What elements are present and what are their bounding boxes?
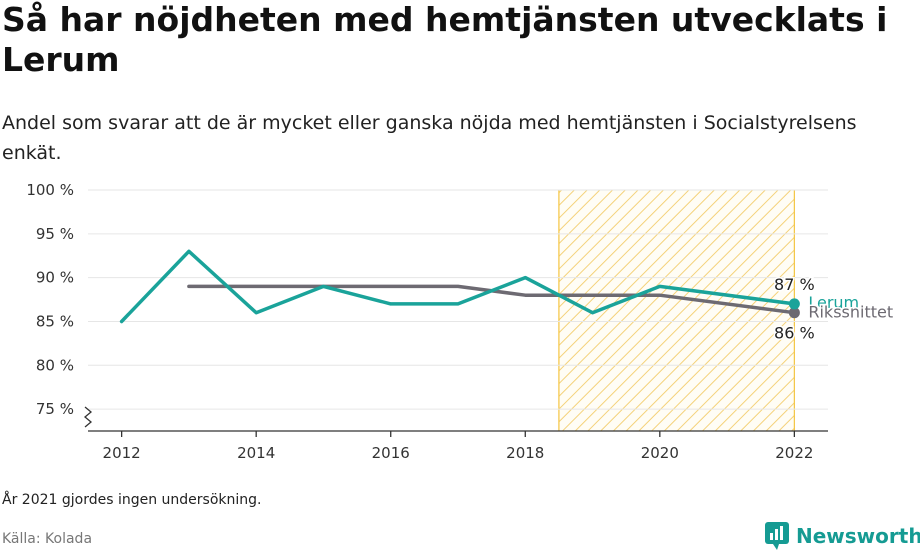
x-tick-label: 2014 — [237, 444, 275, 462]
y-tick-label: 100 % — [26, 181, 74, 199]
value-label-lerum: 87 % — [774, 275, 815, 294]
x-tick-label: 2012 — [103, 444, 141, 462]
line-chart: 75 % 80 % 85 % 90 % 95 % 100 % 2012 2014 2016 20… — [26, 181, 894, 462]
footnote: År 2021 gjordes ingen undersökning. — [2, 492, 262, 508]
newsworthy-logo-icon — [765, 522, 789, 550]
end-point-lerum — [788, 298, 800, 310]
y-tick-label: 75 % — [36, 400, 74, 418]
series-label-riket: Rikssnittet — [808, 303, 893, 322]
series-label-lerum: Lerum — [808, 293, 859, 312]
source-text: Källa: Kolada — [2, 531, 93, 547]
chart-subtitle: Andel som svarar att de är mycket eller … — [2, 112, 857, 164]
y-tick-label: 95 % — [36, 225, 74, 243]
x-tick-label: 2022 — [775, 444, 813, 462]
axis-break-icon — [83, 406, 93, 428]
y-tick-label: 85 % — [36, 312, 74, 330]
chart-title: Så har nöjdheten med hemtjänsten utveckl… — [2, 0, 888, 79]
brand-logo[interactable]: Newsworthy — [764, 519, 920, 553]
y-tick-label: 80 % — [36, 356, 74, 374]
brand-name: Newsworthy — [796, 524, 920, 548]
end-point-riket — [788, 307, 800, 319]
series-line-lerum — [119, 249, 797, 324]
value-label-riket: 86 % — [774, 324, 815, 343]
y-tick-label: 90 % — [36, 269, 74, 287]
x-tick-label: 2018 — [506, 444, 544, 462]
x-tick-label: 2020 — [641, 444, 679, 462]
x-tick-label: 2016 — [372, 444, 410, 462]
